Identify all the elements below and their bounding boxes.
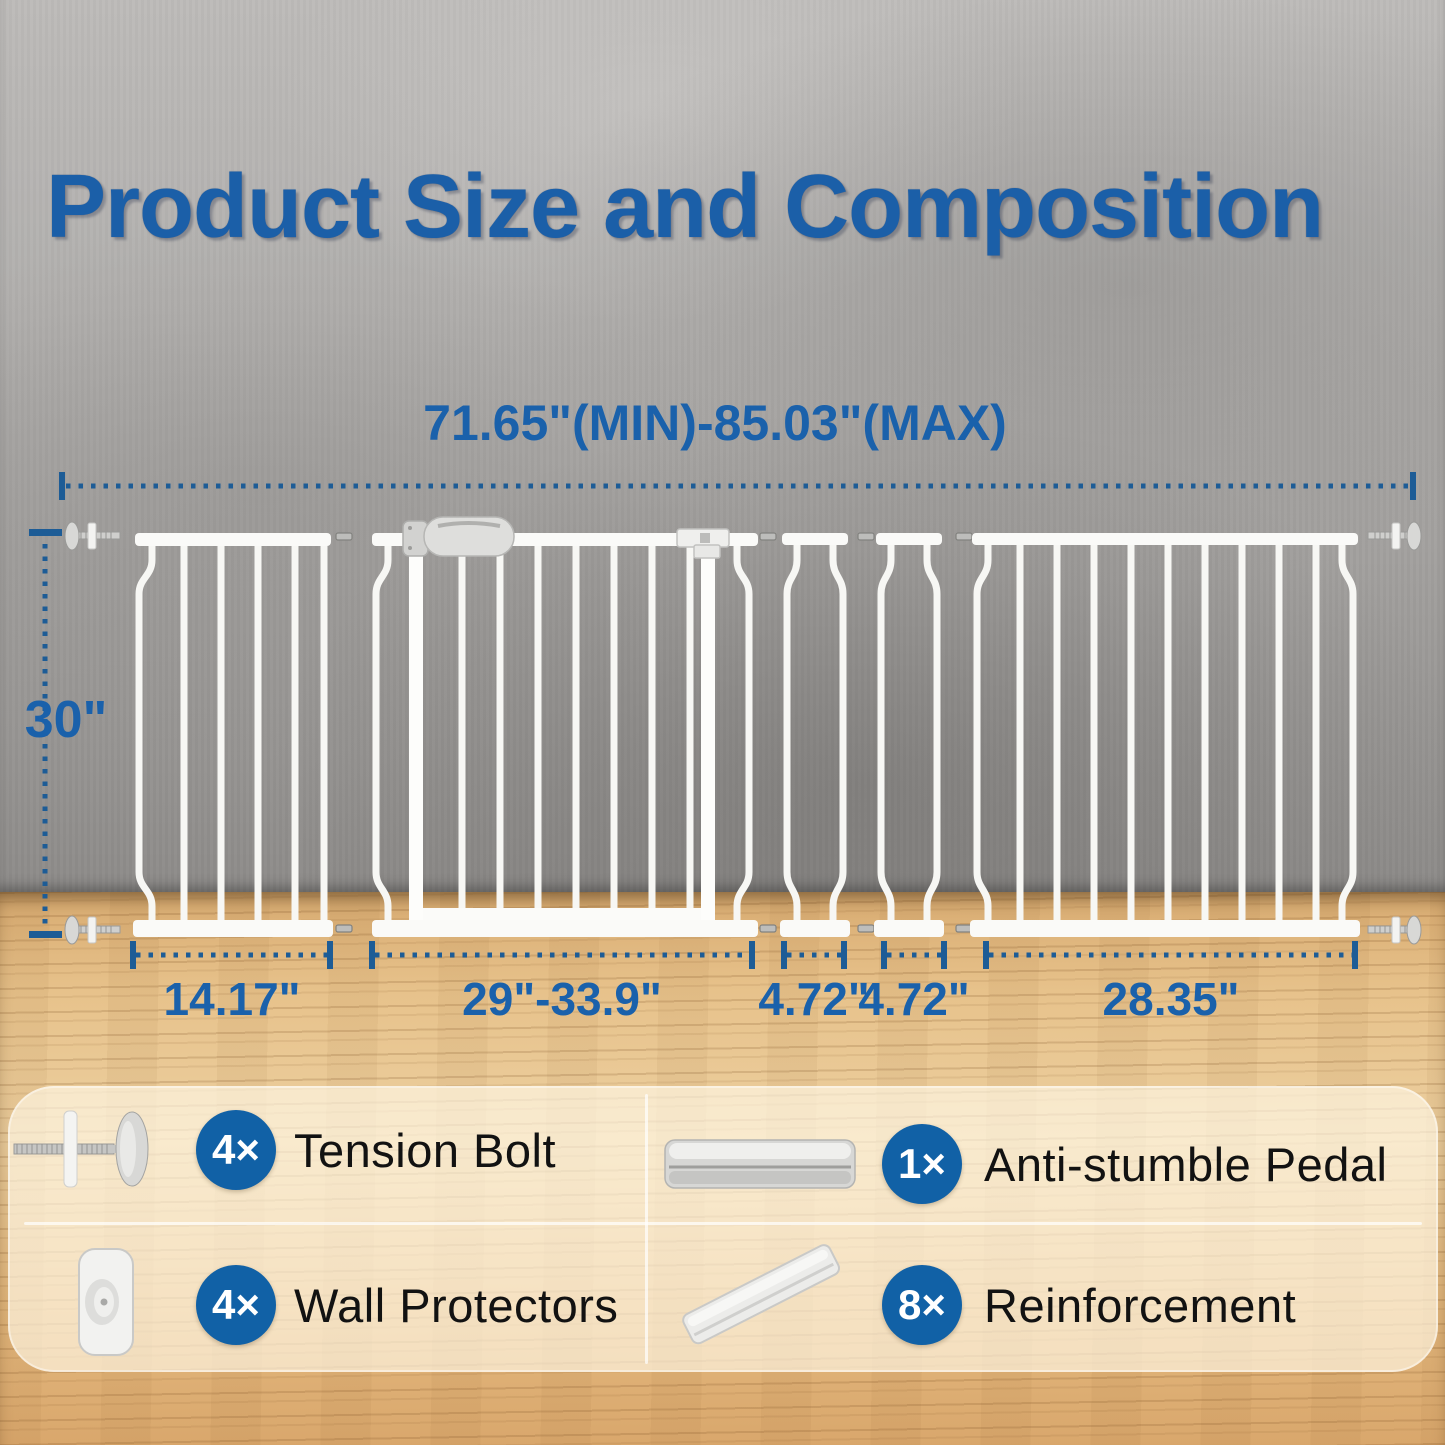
gate-door-section [372, 516, 758, 937]
reinforcement-count-badge: 8× [882, 1265, 962, 1345]
section-label-extension-28in: 28.35" [1102, 973, 1240, 1025]
tension-bolt-label: Tension Bolt [294, 1123, 557, 1177]
section-dimension-lines [130, 941, 1358, 969]
tension-bolt-top-right [1367, 521, 1422, 551]
gate-latch [676, 528, 730, 559]
overall-width-dimension-line [59, 472, 1416, 500]
composition-panel: 4× Tension Bolt 4× Wall Protectors 1× An… [8, 1086, 1438, 1372]
height-dimension-line [29, 529, 62, 938]
gate-handle [402, 516, 515, 557]
wall-protectors-label: Wall Protectors [294, 1278, 619, 1332]
height-label: 30" [24, 691, 108, 749]
panel-horizontal-divider [24, 1222, 1422, 1225]
section-connector-pins [335, 532, 973, 933]
wall-protectors-count-badge: 4× [196, 1265, 276, 1345]
page-title: Product Size and Composition [46, 157, 1324, 257]
tension-bolt-bottom-left [64, 915, 121, 945]
gate-extension-28in [970, 533, 1360, 937]
section-label-door: 29"-33.9" [462, 973, 662, 1025]
gate-extension-4in-b [874, 533, 944, 937]
reinforcement-icon [672, 1236, 852, 1356]
panel-vertical-divider [645, 1094, 648, 1364]
gate-extension-4in-a [780, 533, 850, 937]
wall-protector-icon [76, 1246, 136, 1358]
section-label-extension-4in-a: 4.72" [758, 973, 870, 1025]
anti-stumble-pedal-label: Anti-stumble Pedal [984, 1137, 1388, 1191]
reinforcement-label: Reinforcement [984, 1278, 1297, 1332]
section-label-extension-14in: 14.17" [163, 973, 301, 1025]
anti-stumble-pedal-count-badge: 1× [882, 1124, 962, 1204]
tension-bolt-top-left [64, 521, 121, 551]
tension-bolt-icon [12, 1106, 172, 1194]
tension-bolt-count-badge: 4× [196, 1110, 276, 1190]
overall-width-label: 71.65"(MIN)-85.03"(MAX) [423, 395, 1007, 451]
tension-bolt-bottom-right [1367, 915, 1422, 945]
gate-extension-14in [133, 533, 333, 937]
anti-stumble-pedal-icon [663, 1138, 857, 1190]
section-label-extension-4in-b: 4.72" [858, 973, 970, 1025]
